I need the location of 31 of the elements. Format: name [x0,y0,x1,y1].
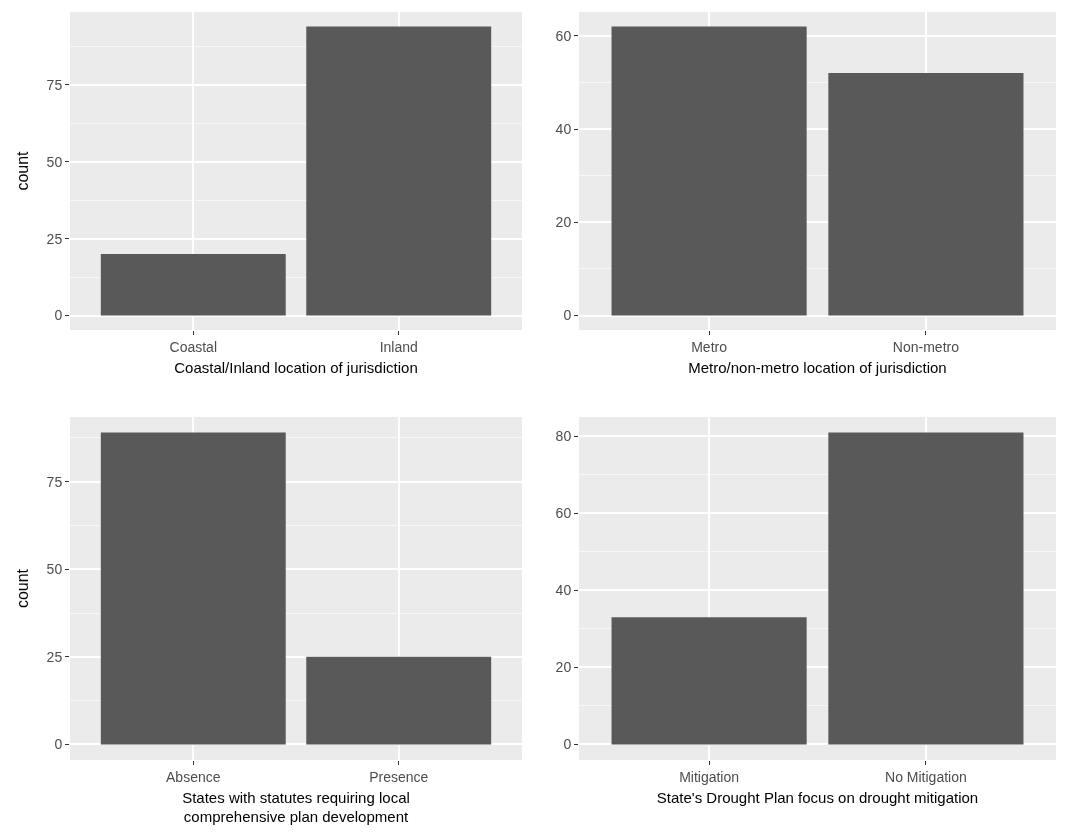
y-tick-label: 0 [54,307,63,324]
x-tick-label: Absence [166,768,221,785]
x-tick-label: Presence [369,768,429,785]
x-axis-title: State's Drought Plan focus on drought mitigation [656,788,979,806]
y-tick-label: 75 [46,76,63,93]
x-tick-label: Coastal [169,338,217,355]
x-tick-label: No Mitigation [885,768,967,785]
y-tick-label: 40 [555,120,572,137]
x-tick-label: Inland [379,338,418,355]
y-tick-label: 40 [555,582,572,599]
y-tick-label: 60 [555,27,572,44]
y-tick-label: 80 [555,428,572,445]
y-tick-label: 25 [46,230,63,247]
y-tick-label: 25 [46,648,63,665]
y-tick-label: 0 [563,736,572,753]
x-axis-title: Coastal/Inland location of jurisdiction [174,358,418,376]
x-axis-title: Metro/non-metro location of jurisdiction [688,358,947,376]
x-axis-title: States with statutes requiring local comprehensive plan development [182,788,410,826]
y-tick-label: 75 [46,473,63,490]
y-tick-label: 0 [563,307,572,324]
y-tick-label: 60 [555,505,572,522]
x-tick-label: Non-metro [892,338,960,355]
y-axis-title: count [14,150,31,191]
y-tick-label: 50 [46,153,63,170]
x-tick-label: Mitigation [679,768,740,785]
y-tick-label: 20 [555,214,572,231]
y-tick-label: 0 [54,736,63,753]
y-axis-title: count [14,568,31,609]
x-tick-label: Metro [691,338,728,355]
y-tick-label: 50 [46,561,63,578]
y-tick-label: 20 [555,659,572,676]
